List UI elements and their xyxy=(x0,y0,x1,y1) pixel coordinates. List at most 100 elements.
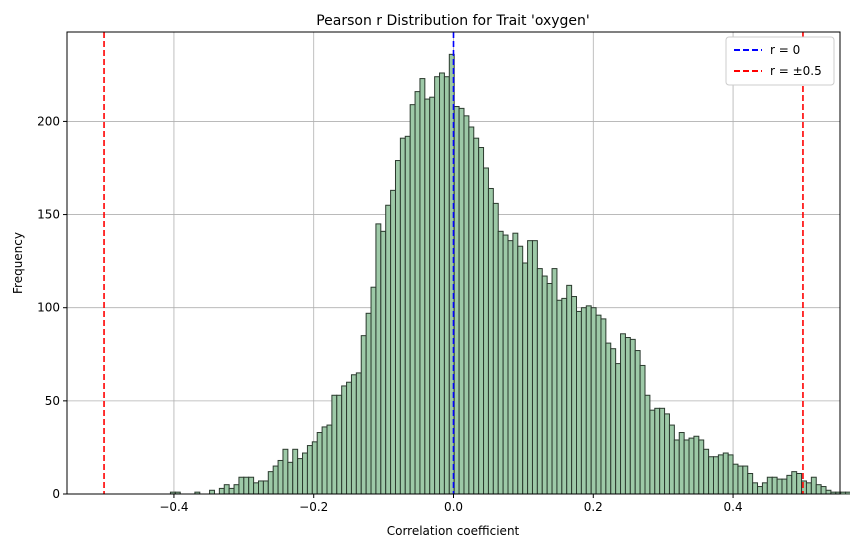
histogram-bar xyxy=(561,297,568,495)
histogram-bar xyxy=(546,282,553,495)
histogram-bar xyxy=(566,284,573,495)
x-tick-label: 0.2 xyxy=(584,500,603,514)
histogram-bar xyxy=(302,452,308,495)
histogram-bar xyxy=(458,107,465,495)
histogram-bar xyxy=(341,385,348,495)
histogram-bar xyxy=(610,348,617,495)
histogram-bar xyxy=(791,471,798,495)
histogram-bar xyxy=(253,482,260,495)
histogram-bar xyxy=(380,230,387,495)
histogram-bar xyxy=(321,426,328,495)
histogram-bar xyxy=(683,439,690,495)
x-tick-label: 0.4 xyxy=(724,500,743,514)
x-tick-label: 0.0 xyxy=(444,500,463,514)
histogram-bar xyxy=(522,262,529,495)
histogram-bar xyxy=(414,91,421,495)
histogram-bar xyxy=(385,204,392,495)
histogram-bar xyxy=(580,307,587,495)
histogram-bar xyxy=(810,476,817,495)
histogram-bar xyxy=(292,448,299,495)
histogram-bar xyxy=(370,286,377,495)
histogram-bar xyxy=(595,314,602,495)
histogram-bar xyxy=(771,476,778,495)
histogram-bar xyxy=(576,310,582,495)
y-tick-label: 50 xyxy=(45,394,60,408)
x-axis-label: Correlation coefficient xyxy=(387,524,520,538)
y-tick-label: 0 xyxy=(52,487,60,501)
histogram-bar xyxy=(727,454,734,495)
histogram-bar xyxy=(845,491,850,495)
histogram-bar xyxy=(238,476,245,495)
histogram-bar xyxy=(429,96,436,495)
histogram-bar xyxy=(463,115,470,495)
histogram-bar xyxy=(712,456,719,495)
histogram-bar xyxy=(439,72,445,495)
histogram-bar xyxy=(399,137,406,495)
histogram-bar xyxy=(722,452,729,495)
histogram-bar xyxy=(350,374,357,495)
histogram-bar xyxy=(825,489,832,495)
histogram-bar xyxy=(394,160,401,495)
histogram-bar xyxy=(267,471,274,495)
histogram-bar xyxy=(590,307,597,495)
histogram-bar xyxy=(517,245,524,495)
histogram-bar xyxy=(306,445,313,495)
y-tick-label: 200 xyxy=(37,114,60,128)
histogram-bar xyxy=(282,448,289,495)
histogram-bar xyxy=(840,491,847,495)
histogram-bar xyxy=(390,189,396,495)
histogram-bar xyxy=(693,435,700,495)
histogram-bar xyxy=(218,487,225,495)
x-tick-label: −0.4 xyxy=(159,500,188,514)
histogram-bar xyxy=(243,476,250,495)
histogram-bar xyxy=(360,335,367,495)
histogram-bar xyxy=(365,312,372,495)
histogram-bar xyxy=(624,337,631,495)
histogram-bar xyxy=(316,432,323,495)
legend-label-r0: r = 0 xyxy=(770,43,800,57)
histogram-bar xyxy=(698,439,705,495)
y-tick-label: 150 xyxy=(37,208,60,222)
y-tick-label: 100 xyxy=(37,301,60,315)
histogram-bar xyxy=(654,407,661,495)
histogram-bar xyxy=(478,147,485,495)
histogram-bar xyxy=(752,482,759,495)
histogram-bar xyxy=(492,202,499,495)
histogram-bar xyxy=(796,473,803,495)
histogram-bar xyxy=(346,381,352,495)
histogram-bar xyxy=(512,232,519,495)
histogram-bar xyxy=(805,482,812,495)
histogram-bar xyxy=(497,230,504,495)
histogram-bar xyxy=(326,424,333,495)
histogram-bar xyxy=(297,458,304,495)
histogram-bar xyxy=(233,484,240,495)
chart-title: Pearson r Distribution for Trait 'oxygen… xyxy=(316,13,590,29)
histogram-bar xyxy=(761,482,768,495)
histogram-bar xyxy=(434,76,441,495)
legend-label-r05: r = ±0.5 xyxy=(770,64,822,78)
histogram-bar xyxy=(424,98,431,495)
histogram-bar xyxy=(639,364,646,495)
histogram-bar xyxy=(585,305,592,495)
histogram-bar xyxy=(223,484,230,495)
histogram-bar xyxy=(688,437,695,495)
histogram-bar xyxy=(287,461,294,495)
histogram-bar xyxy=(248,476,255,495)
histogram-bar xyxy=(742,465,749,495)
histogram-bar xyxy=(600,318,607,495)
histogram-bar xyxy=(747,473,754,495)
histogram-bar xyxy=(228,487,235,495)
histogram-bar xyxy=(531,240,538,495)
histogram-bar xyxy=(355,372,362,495)
y-axis-label: Frequency xyxy=(11,232,25,294)
histogram-bar xyxy=(556,299,563,495)
histogram-bar xyxy=(502,234,509,495)
histogram-bar xyxy=(732,463,739,495)
histogram-bar xyxy=(668,424,675,495)
histogram-bar xyxy=(272,465,279,495)
x-tick-label: −0.2 xyxy=(299,500,328,514)
histogram-bar xyxy=(336,394,343,495)
histogram-bar xyxy=(673,439,680,495)
histogram-bar xyxy=(419,78,426,495)
